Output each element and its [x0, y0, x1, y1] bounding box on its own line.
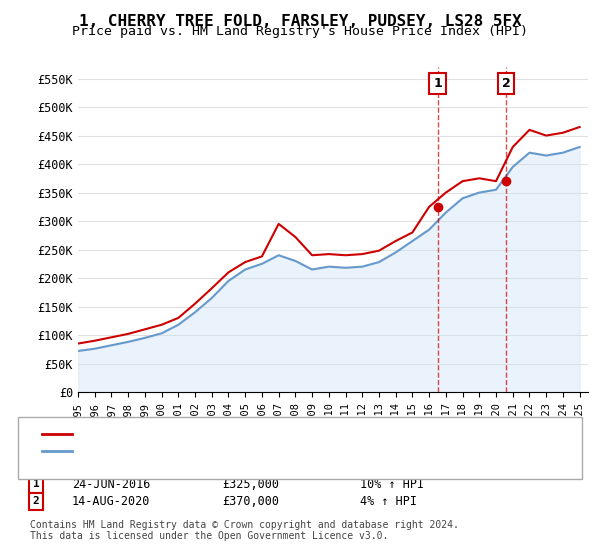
Text: 1: 1: [32, 479, 40, 489]
Text: £370,000: £370,000: [222, 494, 279, 508]
Text: Price paid vs. HM Land Registry's House Price Index (HPI): Price paid vs. HM Land Registry's House …: [72, 25, 528, 38]
Text: HPI: Average price, detached house, Leeds: HPI: Average price, detached house, Leed…: [78, 446, 355, 456]
Text: 4% ↑ HPI: 4% ↑ HPI: [360, 494, 417, 508]
Text: 24-JUN-2016: 24-JUN-2016: [72, 478, 151, 491]
Text: 14-AUG-2020: 14-AUG-2020: [72, 494, 151, 508]
Text: 2: 2: [32, 496, 40, 506]
Text: 1: 1: [433, 77, 442, 90]
Text: 10% ↑ HPI: 10% ↑ HPI: [360, 478, 424, 491]
Text: 1, CHERRY TREE FOLD, FARSLEY, PUDSEY, LS28 5FX (detached house): 1, CHERRY TREE FOLD, FARSLEY, PUDSEY, LS…: [78, 429, 503, 439]
Text: 1, CHERRY TREE FOLD, FARSLEY, PUDSEY, LS28 5FX: 1, CHERRY TREE FOLD, FARSLEY, PUDSEY, LS…: [79, 14, 521, 29]
Text: 2: 2: [502, 77, 511, 90]
Text: Contains HM Land Registry data © Crown copyright and database right 2024.
This d: Contains HM Land Registry data © Crown c…: [30, 520, 459, 542]
Text: £325,000: £325,000: [222, 478, 279, 491]
